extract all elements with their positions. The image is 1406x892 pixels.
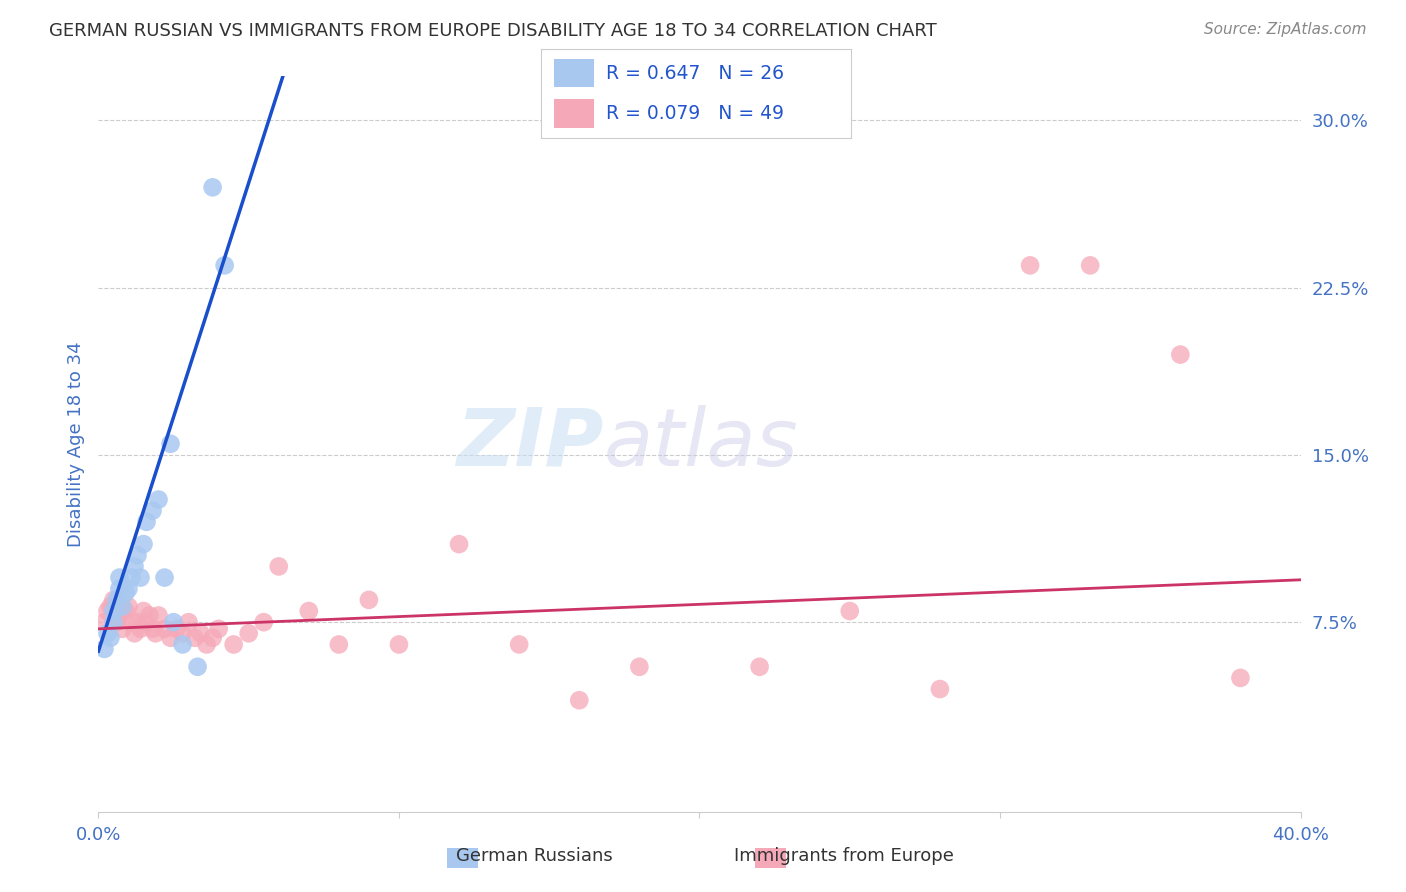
Point	[111, 622, 134, 636]
Point	[328, 637, 350, 651]
Point	[127, 615, 149, 630]
Point	[177, 615, 200, 630]
Point	[162, 615, 184, 630]
Point	[148, 608, 170, 623]
Point	[208, 622, 231, 636]
Point	[253, 615, 276, 630]
Point	[111, 599, 134, 614]
Point	[93, 615, 115, 630]
Point	[195, 637, 218, 651]
Bar	[554, 59, 593, 87]
Point	[172, 626, 194, 640]
Point	[100, 631, 122, 645]
Point	[121, 571, 143, 585]
Y-axis label: Disability Age 18 to 34: Disability Age 18 to 34	[66, 341, 84, 547]
Point	[141, 622, 163, 636]
Text: ZIP: ZIP	[456, 405, 603, 483]
Point	[568, 693, 591, 707]
Point	[929, 681, 952, 696]
Text: GERMAN RUSSIAN VS IMMIGRANTS FROM EUROPE DISABILITY AGE 18 TO 34 CORRELATION CHA: GERMAN RUSSIAN VS IMMIGRANTS FROM EUROPE…	[49, 22, 936, 40]
Point	[172, 637, 194, 651]
Text: German Russians: German Russians	[456, 847, 613, 865]
Text: Source: ZipAtlas.com: Source: ZipAtlas.com	[1204, 22, 1367, 37]
Point	[108, 571, 131, 585]
Point	[838, 604, 860, 618]
Point	[114, 586, 136, 600]
Point	[201, 180, 224, 194]
Point	[357, 592, 380, 607]
Point	[1170, 347, 1192, 362]
Point	[1019, 259, 1042, 273]
Point	[103, 604, 125, 618]
Point	[132, 537, 155, 551]
Point	[298, 604, 321, 618]
Point	[100, 599, 122, 614]
Point	[1229, 671, 1251, 685]
Point	[135, 615, 157, 630]
Point	[190, 626, 212, 640]
Point	[238, 626, 260, 640]
Point	[145, 626, 167, 640]
Point	[508, 637, 530, 651]
Point	[103, 615, 125, 630]
Point	[93, 642, 115, 657]
Point	[148, 492, 170, 507]
Point	[159, 631, 181, 645]
Point	[183, 631, 205, 645]
Point	[153, 622, 176, 636]
Point	[166, 622, 188, 636]
Point	[108, 582, 131, 596]
Text: atlas: atlas	[603, 405, 799, 483]
Point	[214, 259, 236, 273]
Point	[132, 604, 155, 618]
Point	[117, 599, 139, 614]
Point	[108, 604, 131, 618]
Point	[124, 626, 146, 640]
Point	[117, 582, 139, 596]
Point	[222, 637, 245, 651]
Point	[153, 571, 176, 585]
Point	[1078, 259, 1101, 273]
Point	[105, 592, 128, 607]
Point	[138, 608, 160, 623]
Point	[201, 631, 224, 645]
Point	[96, 626, 118, 640]
Point	[388, 637, 411, 651]
Point	[96, 604, 118, 618]
Bar	[554, 99, 593, 128]
Point	[105, 615, 128, 630]
Point	[103, 592, 125, 607]
Point	[127, 548, 149, 563]
Text: R = 0.647   N = 26: R = 0.647 N = 26	[606, 63, 785, 83]
Point	[187, 660, 209, 674]
Point	[135, 515, 157, 529]
Point	[114, 604, 136, 618]
Text: R = 0.079   N = 49: R = 0.079 N = 49	[606, 103, 785, 123]
Point	[124, 559, 146, 574]
Point	[748, 660, 770, 674]
Text: Immigrants from Europe: Immigrants from Europe	[734, 847, 953, 865]
Point	[121, 615, 143, 630]
Point	[141, 503, 163, 517]
Point	[628, 660, 651, 674]
Point	[108, 608, 131, 623]
Point	[267, 559, 290, 574]
Point	[129, 622, 152, 636]
Point	[129, 571, 152, 585]
Point	[159, 437, 181, 451]
Point	[447, 537, 470, 551]
